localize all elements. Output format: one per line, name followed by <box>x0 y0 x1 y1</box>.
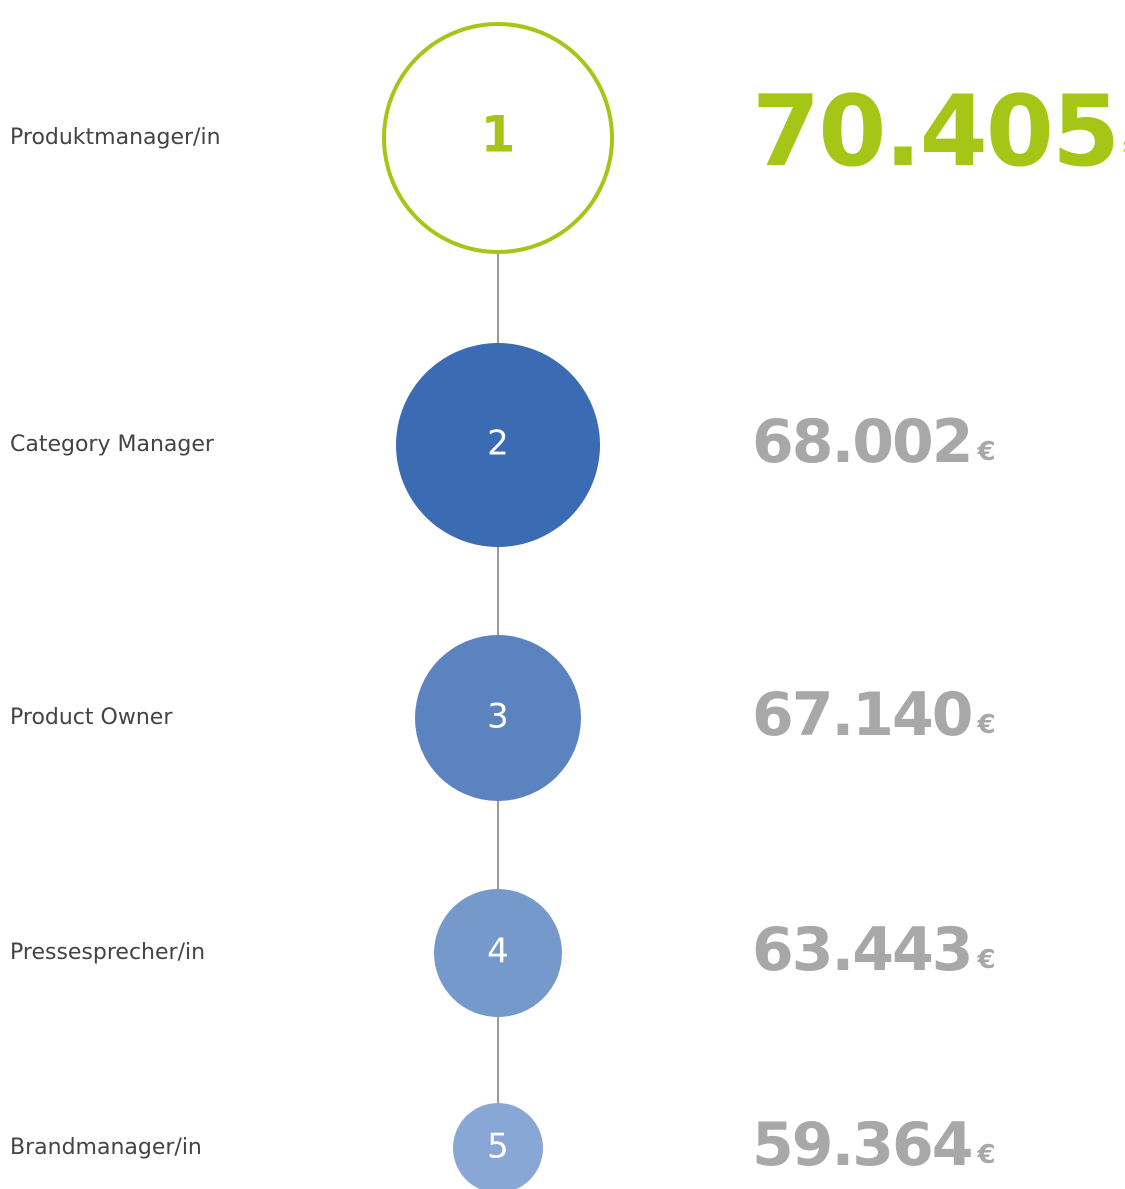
rank-number: 2 <box>487 424 509 464</box>
salary-value: 70.405 <box>752 75 1118 189</box>
rank-circle <box>453 1103 543 1189</box>
rank-item: Pressesprecher/in 4 63.443 € <box>10 889 997 1017</box>
currency: € <box>977 437 995 467</box>
currency: € <box>1123 122 1125 173</box>
salary-value: 67.140 <box>752 680 972 750</box>
salary-value: 59.364 <box>752 1110 972 1180</box>
rank-number: 5 <box>487 1127 509 1167</box>
rank-item: Brandmanager/in 5 59.364 € <box>10 1103 997 1189</box>
job-label: Pressesprecher/in <box>10 940 205 965</box>
salary: 63.443 € <box>752 915 995 985</box>
salary-value: 63.443 <box>752 915 972 985</box>
job-label: Produktmanager/in <box>10 125 221 150</box>
rank-number: 3 <box>487 697 509 737</box>
currency: € <box>977 710 995 740</box>
job-label: Brandmanager/in <box>10 1135 202 1160</box>
rank-circle <box>415 635 581 801</box>
rank-circle <box>396 343 600 547</box>
salary: 70.405€ <box>752 75 1125 189</box>
currency: € <box>977 1140 995 1170</box>
salary-value: 68.002 <box>752 407 972 477</box>
rank-item: Category Manager 2 68.002 € <box>10 343 997 547</box>
salary: 67.140 € <box>752 680 995 750</box>
salary: 68.002 € <box>752 407 995 477</box>
salary: 59.364 € <box>752 1110 995 1180</box>
job-label: Category Manager <box>10 432 215 457</box>
rank-item: Product Owner 3 67.140 € <box>10 635 997 801</box>
rank-item: Produktmanager/in 1 70.405€ <box>10 22 1125 254</box>
rank-number: 1 <box>481 106 516 164</box>
rank-number: 4 <box>487 932 509 972</box>
rank-circle <box>382 22 614 254</box>
currency: € <box>977 945 995 975</box>
rank-circle <box>434 889 562 1017</box>
job-label: Product Owner <box>10 705 173 730</box>
